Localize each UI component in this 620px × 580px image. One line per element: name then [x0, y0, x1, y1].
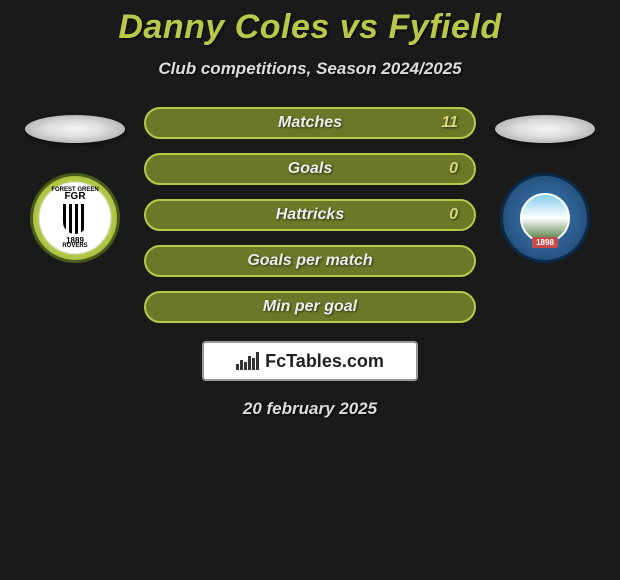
watermark-text: FcTables.com [265, 351, 384, 372]
badge-left-stripes-icon [63, 204, 87, 234]
badge-left-ring-top: FOREST GREEN [40, 187, 110, 193]
club-badge-left: FOREST GREEN FGR 1889 ROVERS [30, 173, 120, 263]
player-ellipse-left [25, 115, 125, 143]
left-column: FOREST GREEN FGR 1889 ROVERS [20, 107, 130, 263]
main-row: FOREST GREEN FGR 1889 ROVERS Matches 11 Go… [0, 107, 620, 323]
badge-right-inner [520, 193, 570, 243]
stat-value-right: 0 [449, 206, 458, 224]
stat-bar-min-per-goal: Min per goal [144, 291, 476, 323]
stat-label: Matches [278, 114, 342, 132]
stats-column: Matches 11 Goals 0 Hattricks 0 Goals per match… [130, 107, 490, 323]
stat-label: Hattricks [276, 206, 344, 224]
club-badge-right: 1898 [500, 173, 590, 263]
stat-value-right: 0 [449, 160, 458, 178]
stat-bar-goals-per-match: Goals per match [144, 245, 476, 277]
stat-bar-goals: Goals 0 [144, 153, 476, 185]
stat-label: Goals per match [247, 252, 372, 270]
badge-right-year: 1898 [532, 237, 558, 248]
badge-left-inner: FOREST GREEN FGR 1889 ROVERS [40, 183, 110, 253]
stat-label: Min per goal [263, 298, 357, 316]
chart-icon [236, 352, 259, 370]
subtitle: Club competitions, Season 2024/2025 [0, 59, 620, 79]
stat-bar-matches: Matches 11 [144, 107, 476, 139]
stat-bar-hattricks: Hattricks 0 [144, 199, 476, 231]
page-title: Danny Coles vs Fyfield [0, 8, 620, 47]
comparison-card: Danny Coles vs Fyfield Club competitions… [0, 0, 620, 419]
right-column: 1898 [490, 107, 600, 263]
date-text: 20 february 2025 [0, 399, 620, 419]
stat-label: Goals [288, 160, 332, 178]
player-ellipse-right [495, 115, 595, 143]
watermark: FcTables.com [202, 341, 418, 381]
stat-value-right: 11 [441, 114, 458, 132]
badge-left-ring-bottom: ROVERS [40, 243, 110, 249]
